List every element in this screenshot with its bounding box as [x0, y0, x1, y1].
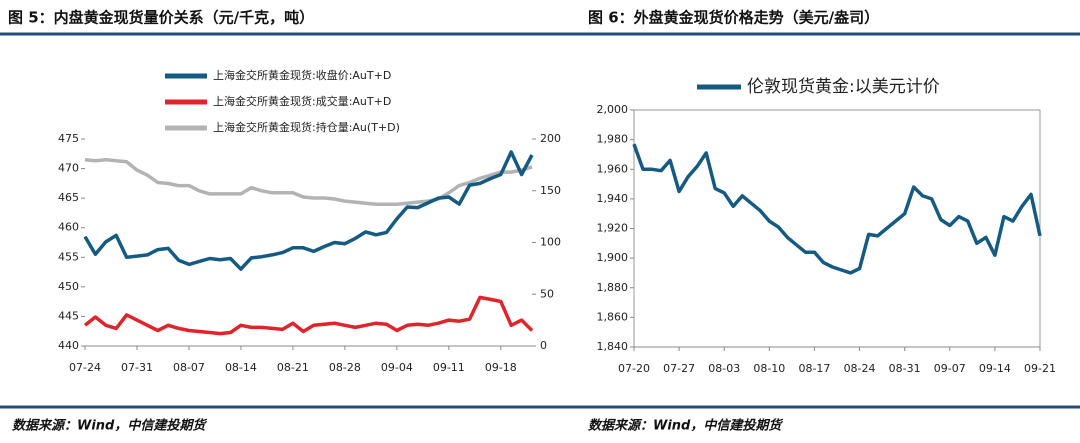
legend-label: 上海金交所黄金现货:成交量:AuT+D [213, 94, 391, 108]
y-tick-label: 1,940 [597, 192, 629, 205]
x-tick-label: 09-14 [979, 362, 1011, 375]
x-tick-label: 09-07 [934, 362, 966, 375]
x-tick-label: 07-27 [663, 362, 695, 375]
y2-tick-label: 100 [540, 236, 561, 249]
legend-label: 伦敦现货黄金:以美元计价 [747, 77, 940, 97]
chart-title: 图 5：内盘黄金现货量价关系（元/千克，吨） [8, 9, 314, 27]
x-tick-label: 07-24 [69, 361, 101, 374]
x-tick-label: 08-03 [708, 362, 740, 375]
y2-tick-label: 50 [540, 287, 554, 300]
series-line [632, 143, 1042, 275]
y-tick-label: 1,840 [597, 340, 629, 353]
x-tick-label: 08-10 [753, 362, 785, 375]
y-tick-label: 445 [58, 309, 79, 322]
x-tick-label: 08-14 [225, 361, 257, 374]
x-tick-label: 08-24 [844, 362, 876, 375]
y-tick-label: 1,860 [597, 310, 629, 323]
x-tick-label: 07-31 [121, 361, 153, 374]
legend-label: 上海金交所黄金现货:持仓量:Au(T+D) [213, 120, 400, 134]
y-tick-label: 460 [58, 221, 79, 234]
chart-title: 图 6：外盘黄金现货价格走势（美元/盎司） [588, 9, 879, 27]
y-tick-label: 1,900 [597, 251, 629, 264]
x-tick-label: 08-17 [798, 362, 830, 375]
series-line [83, 150, 534, 271]
x-tick-label: 08-28 [329, 361, 361, 374]
y-tick-label: 470 [58, 162, 79, 175]
y-tick-label: 475 [58, 132, 79, 145]
source-note: 数据来源：Wind，中信建投期货 [12, 418, 207, 434]
y-tick-label: 440 [58, 339, 79, 352]
x-tick-label: 09-04 [381, 361, 413, 374]
y-tick-label: 465 [58, 191, 79, 204]
y2-tick-label: 200 [540, 132, 561, 145]
y-tick-label: 2,000 [597, 103, 629, 116]
y-tick-label: 1,920 [597, 222, 629, 235]
y2-tick-label: 150 [540, 184, 561, 197]
y-tick-label: 455 [58, 250, 79, 263]
x-tick-label: 08-31 [889, 362, 921, 375]
y-tick-label: 1,960 [597, 162, 629, 175]
legend-label: 上海金交所黄金现货:收盘价:AuT+D [213, 68, 391, 82]
x-tick-label: 09-18 [485, 361, 517, 374]
source-note: 数据来源：Wind，中信建投期货 [588, 418, 783, 434]
y-tick-label: 1,980 [597, 133, 629, 146]
x-tick-label: 09-11 [433, 361, 465, 374]
y2-tick-label: 0 [540, 339, 547, 352]
x-tick-label: 09-21 [1024, 362, 1056, 375]
x-tick-label: 08-21 [277, 361, 309, 374]
plot-frame [633, 109, 1041, 348]
x-tick-label: 07-20 [618, 362, 650, 375]
y-tick-label: 450 [58, 280, 79, 293]
y-tick-label: 1,880 [597, 281, 629, 294]
x-tick-label: 08-07 [173, 361, 205, 374]
series-line [83, 295, 534, 336]
series-line [84, 157, 533, 206]
